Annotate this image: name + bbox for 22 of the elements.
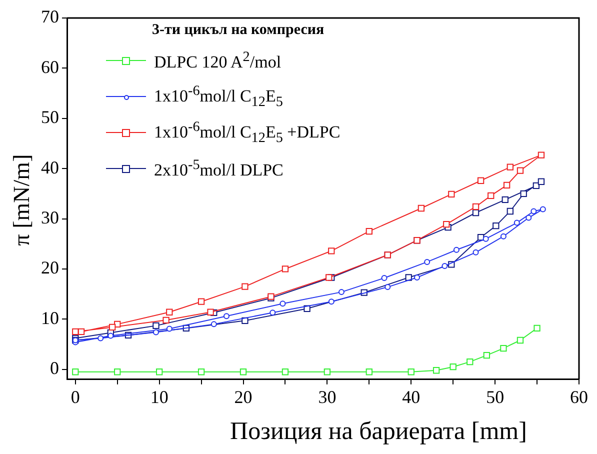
x-tick-label: 60 [570,386,588,407]
y-tick-label: 30 [41,208,59,228]
y-tick-label: 50 [41,107,59,128]
y-tick-label: 60 [41,56,59,77]
legend-label: 1x10$^{-6}$mol/l C$_{12}$E$_{5}$ [154,82,283,112]
y-tick-label: 20 [41,258,59,278]
legend-title: 3-ти цикъл на компресия [152,22,326,39]
x-tick-label: 10 [150,386,168,407]
y-axis-title: π [mN/m] [9,154,35,246]
y-tick-label: 40 [41,157,59,178]
legend-label: 2x10$^{-5}$mol/l DLPC [154,157,284,181]
y-tick-label: 70 [41,6,59,27]
x-tick-label: 0 [70,386,80,407]
x-tick-label: 30 [318,386,336,407]
legend-label: DLPC 120 A$^{2}$/mol [154,49,282,73]
legend-label: 1x10$^{-6}$mol/l C$_{12}$E$_{5}$ +DLPC [154,118,340,148]
x-axis-title: Позиция на бариерата [mm] [229,418,528,446]
y-tick-label: 10 [41,308,59,328]
x-tick-label: 50 [486,386,504,407]
x-tick-label: 20 [234,386,252,407]
y-tick-label: 0 [50,358,59,378]
x-tick-label: 40 [402,386,420,407]
